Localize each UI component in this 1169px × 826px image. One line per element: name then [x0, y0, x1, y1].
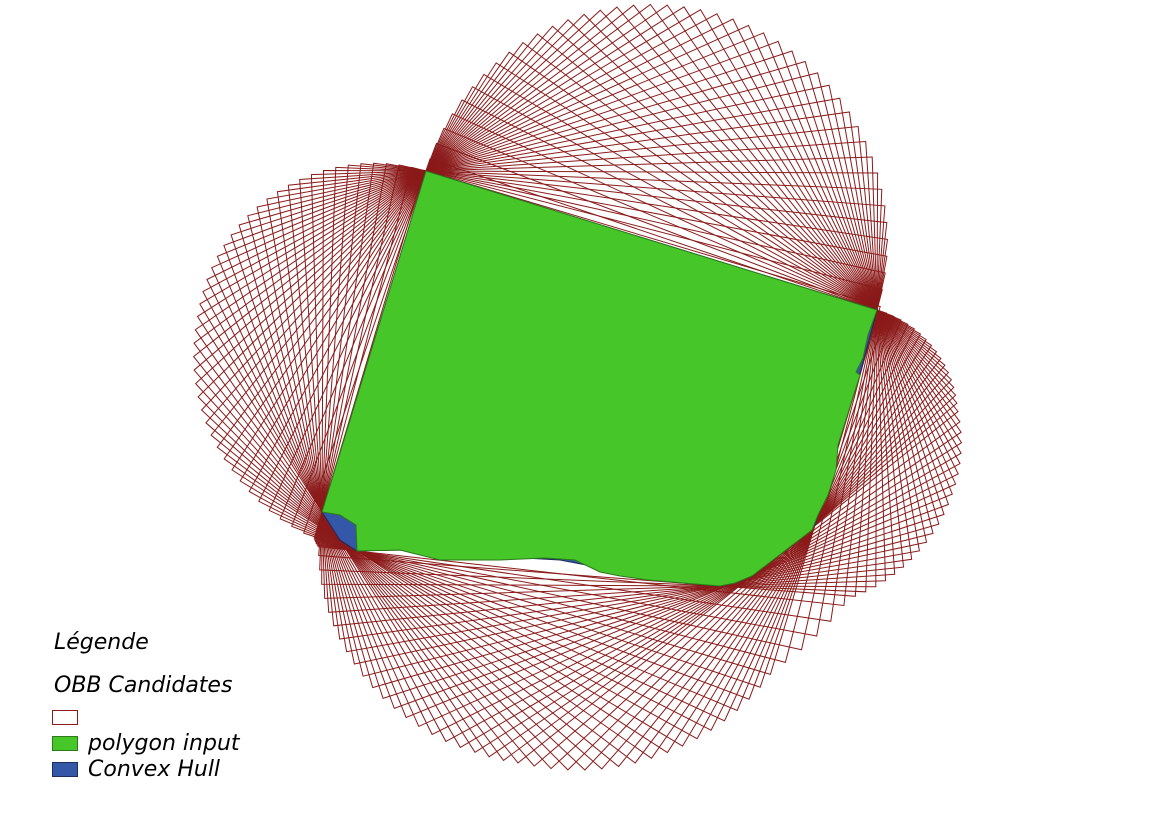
legend-title: Légende — [54, 630, 149, 655]
obb-candidate-rect — [205, 25, 950, 770]
obb-candidate-rect — [223, 51, 938, 759]
obb-candidate-rect — [310, 156, 887, 599]
obb-candidate-rect — [194, 9, 957, 770]
obb-candidate-rect — [276, 111, 913, 640]
obb-candidate-rect — [197, 13, 955, 771]
legend-item-label: Convex Hull — [88, 756, 221, 782]
obb-candidate-rect — [314, 164, 886, 651]
obb-candidate-rect — [192, 4, 959, 764]
obb-candidate-rect — [299, 140, 896, 613]
obb-candidates — [192, 3, 963, 771]
obb-candidate-rect — [319, 166, 883, 593]
obb-candidate-rect — [313, 169, 881, 676]
obb-candidate-rect — [303, 158, 888, 688]
legend-item-convex-hull: Convex Hull — [52, 756, 240, 782]
obb-candidate-rect — [194, 4, 962, 758]
polygon-input-shape — [321, 170, 878, 587]
obb-candidate-rect — [318, 164, 886, 597]
obb-candidate-rect — [210, 33, 946, 768]
obb-candidate-swatch — [52, 709, 78, 725]
polygon-input-swatch — [52, 735, 78, 751]
legend-item-obb-candidates — [52, 704, 240, 730]
obb-candidate-rect — [268, 113, 909, 722]
obb-candidate-rect — [321, 169, 879, 588]
legend-item-label: polygon input — [88, 730, 240, 756]
obb-candidate-rect — [287, 125, 905, 627]
obb-candidate-rect — [196, 6, 963, 753]
legend-item-polygon-input: polygon input — [52, 730, 240, 756]
legend: Légende OBB Candidates polygon input Con… — [52, 630, 240, 782]
obb-candidate-rect — [316, 162, 889, 622]
convex-hull-swatch — [52, 761, 78, 777]
obb-candidate-rect — [266, 97, 920, 653]
obb-candidate-rect — [256, 84, 928, 665]
legend-group-label: OBB Candidates — [54, 673, 233, 698]
obb-candidate-rect — [258, 99, 915, 731]
obb-candidate-rect — [239, 73, 927, 747]
obb-candidate-rect — [315, 163, 888, 637]
obb-candidate-rect — [279, 127, 902, 712]
obb-candidate-rect — [216, 32, 953, 719]
obb-candidate-rect — [317, 163, 888, 607]
obb-candidate-rect — [193, 6, 958, 767]
obb-candidate-rect — [206, 18, 959, 736]
obb-candidate-rect — [314, 166, 883, 664]
obb-candidate-rect — [248, 86, 922, 740]
obb-candidate-rect — [291, 142, 895, 700]
obb-candidate-rect — [211, 24, 957, 728]
obb-candidate-rect — [216, 41, 942, 764]
